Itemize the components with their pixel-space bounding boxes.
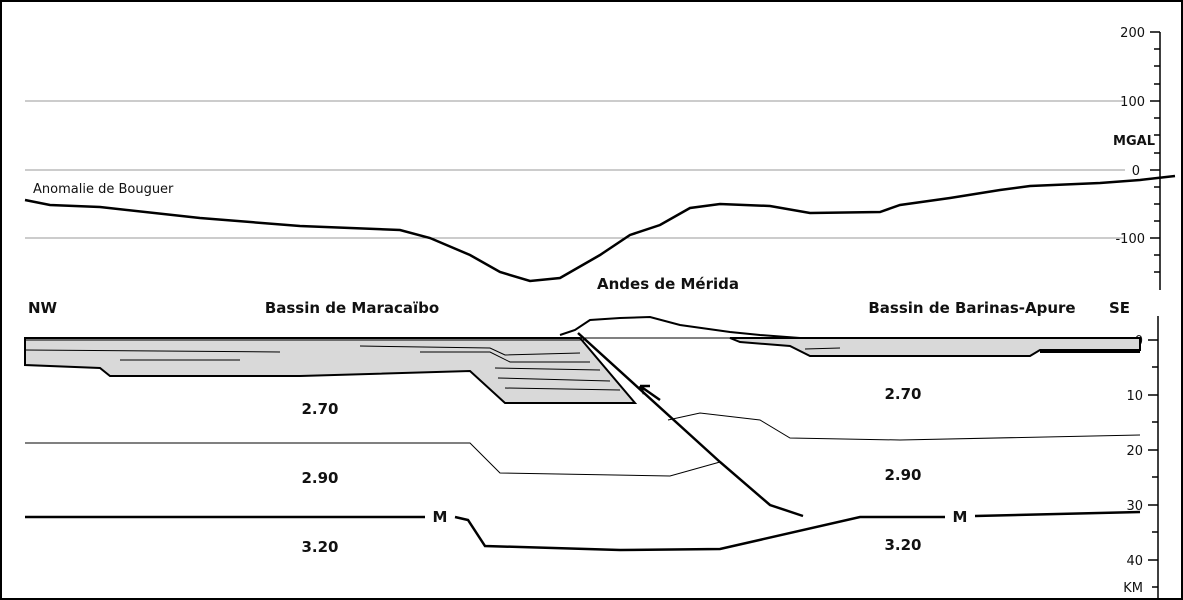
region-label: Andes de Mérida <box>597 275 739 293</box>
tick-label: 20 <box>1126 444 1143 459</box>
density-label: 2.70 <box>301 400 338 418</box>
fault <box>577 332 804 518</box>
topography <box>559 315 801 339</box>
maracaibo-sediments <box>24 337 638 404</box>
direction-label: SE <box>1109 299 1130 317</box>
region-label: Bassin de Barinas-Apure <box>868 299 1075 317</box>
sediment-layers <box>24 339 621 391</box>
moho-label: M <box>953 508 968 526</box>
density-label: 2.90 <box>301 469 338 487</box>
boundary <box>667 412 1141 441</box>
boundary <box>25 442 721 477</box>
barinas-sediments <box>729 337 1141 357</box>
tick-label: -100 <box>1115 232 1145 247</box>
tick-label: 30 <box>1126 499 1143 514</box>
density-label: 2.70 <box>884 385 921 403</box>
gravity-axis <box>1150 31 1161 290</box>
gravity-grid <box>25 100 1125 239</box>
layer <box>804 347 841 350</box>
axis-unit: KM <box>1123 581 1143 596</box>
tick-label: 10 <box>1126 389 1143 404</box>
region-label: Bassin de Maracaïbo <box>265 299 439 317</box>
axis-unit: MGAL <box>1113 134 1155 149</box>
bouguer-curve <box>24 174 1176 283</box>
depth-axis <box>1148 316 1159 600</box>
annotation: Anomalie de Bouguer <box>33 182 174 197</box>
moho-label: M <box>433 508 448 526</box>
fault-arrow <box>638 384 661 402</box>
density-label: 2.90 <box>884 466 921 484</box>
tick-label: 0 <box>1132 164 1140 179</box>
direction-label: NW <box>28 299 58 317</box>
density-label: 3.20 <box>884 536 921 554</box>
tick-label: 200 <box>1120 26 1145 41</box>
density-label: 3.20 <box>301 538 338 556</box>
moho <box>974 510 1141 518</box>
moho <box>454 515 945 552</box>
tick-label: 40 <box>1126 554 1143 569</box>
tick-label: 100 <box>1120 95 1145 110</box>
